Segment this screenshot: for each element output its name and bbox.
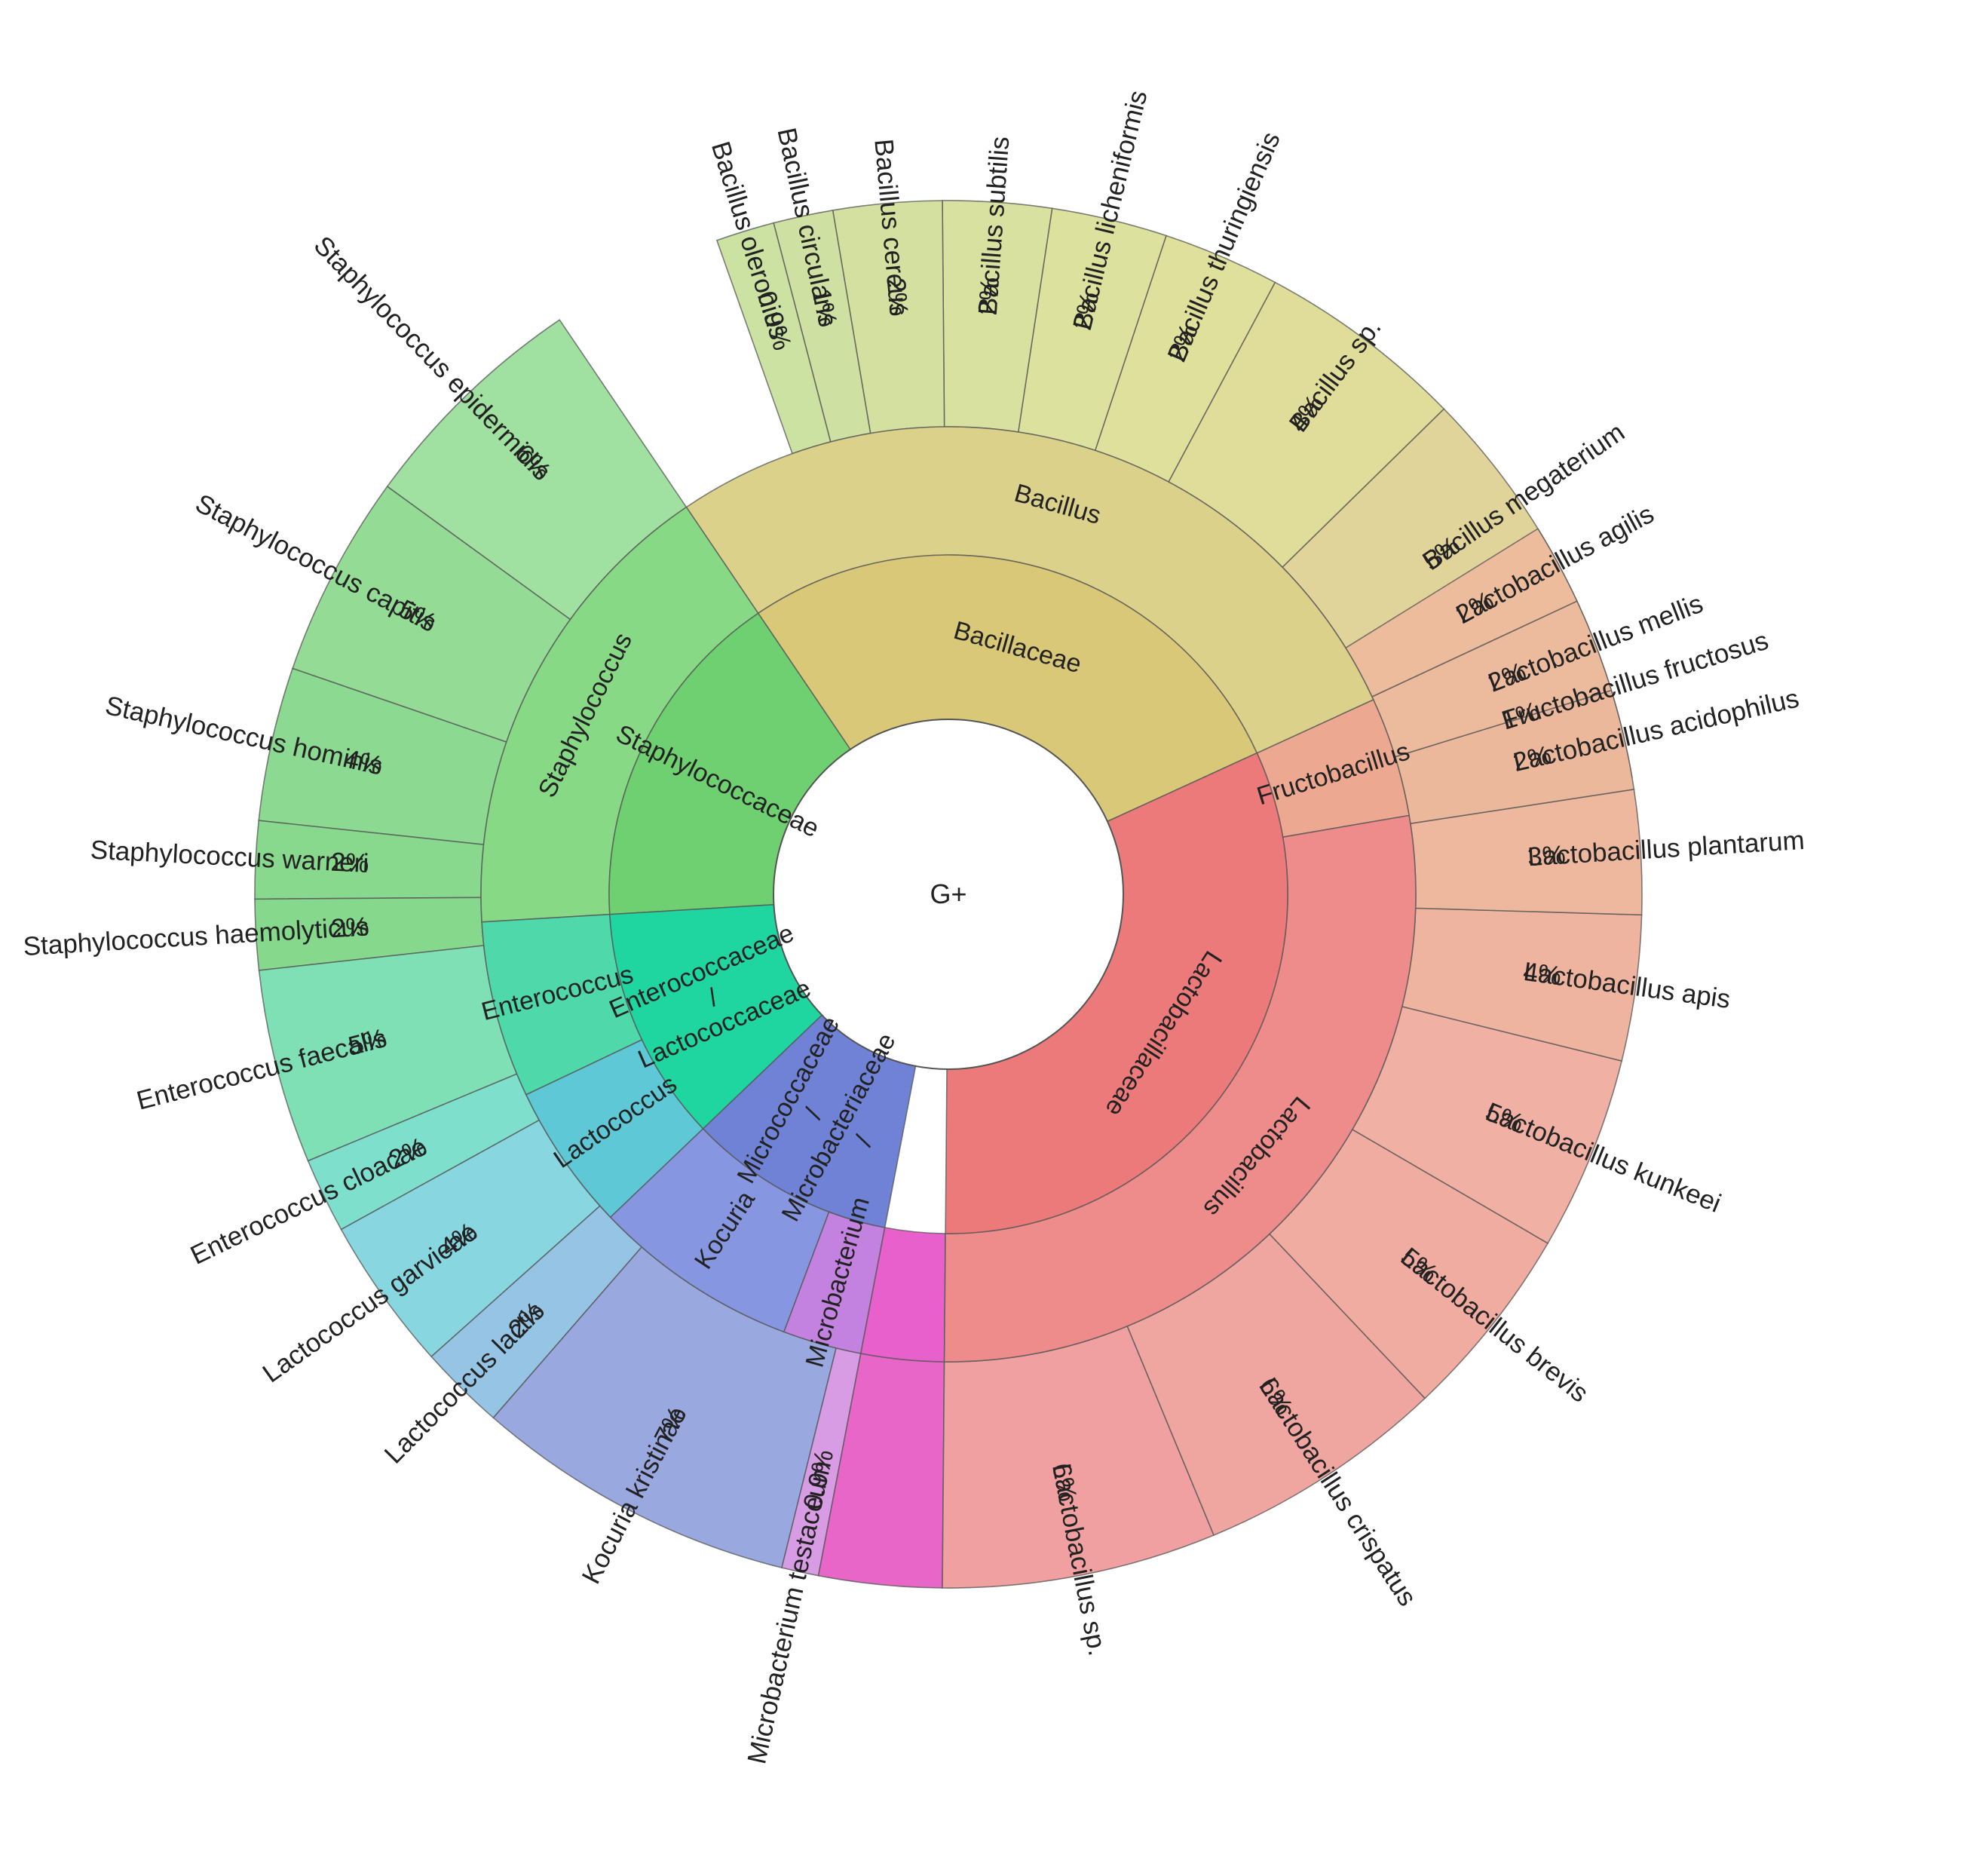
species-pct-lactobacillus-plantarum: 3% — [1527, 840, 1567, 872]
species-pct-bacillus-subtilis: 2% — [973, 276, 1005, 316]
species-ring — [254, 200, 1643, 1589]
species-pct-staphylococcus-warneri: 2% — [330, 848, 369, 878]
family-ring — [608, 554, 1288, 1234]
species-pct-bacillus-cereus: 2% — [881, 277, 914, 317]
root-circle — [773, 719, 1124, 1070]
genus-ring — [480, 426, 1417, 1363]
species-pct-lactobacillus-apis: 4% — [1521, 957, 1563, 992]
root-label: G+ — [930, 878, 966, 909]
species-pct-staphylococcus-haemolyticus: 2% — [330, 912, 370, 943]
species-pct-lactobacillus-sp: 6% — [1046, 1461, 1083, 1504]
